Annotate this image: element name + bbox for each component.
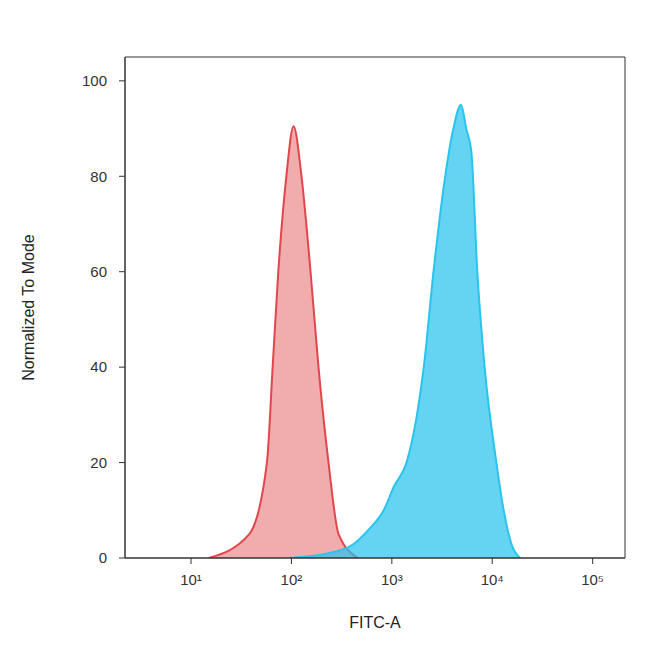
svg-text:0: 0 — [99, 549, 107, 566]
svg-text:10²: 10² — [281, 571, 303, 588]
svg-text:10⁵: 10⁵ — [581, 571, 604, 588]
svg-text:10⁴: 10⁴ — [481, 571, 504, 588]
svg-text:100: 100 — [82, 72, 107, 89]
svg-text:20: 20 — [90, 454, 107, 471]
svg-text:10¹: 10¹ — [180, 571, 202, 588]
svg-text:40: 40 — [90, 358, 107, 375]
svg-text:Normalized To Mode: Normalized To Mode — [20, 234, 37, 381]
svg-text:10³: 10³ — [381, 571, 403, 588]
svg-text:FITC-A: FITC-A — [349, 614, 401, 631]
svg-text:80: 80 — [90, 168, 107, 185]
svg-text:60: 60 — [90, 263, 107, 280]
